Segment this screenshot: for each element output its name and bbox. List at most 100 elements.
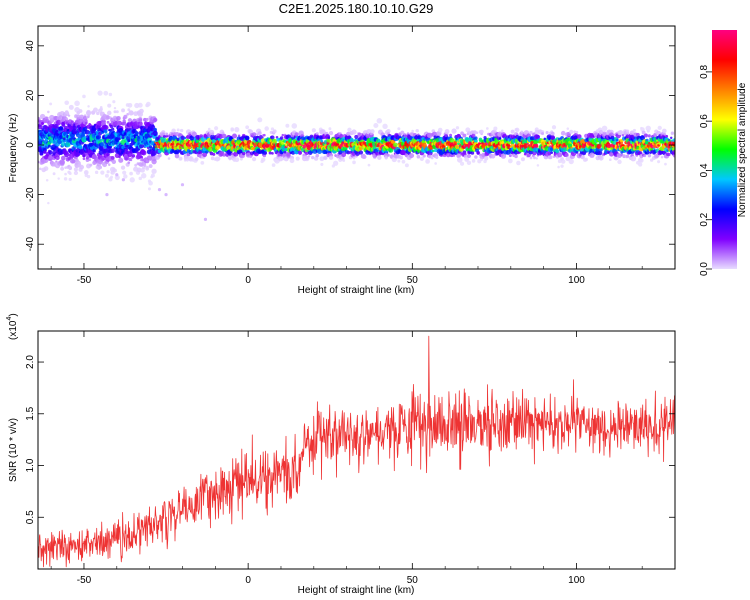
- heatmap-cell: [64, 110, 69, 114]
- heatmap-cell: [125, 141, 130, 146]
- heatmap-cell: [548, 155, 553, 160]
- heatmap-cell: [262, 153, 267, 158]
- heatmap-cell: [251, 132, 257, 137]
- heatmap-cell: [63, 137, 66, 141]
- heatmap-cell: [148, 180, 153, 186]
- heatmap-cell: [145, 166, 150, 171]
- heatmap-cell: [551, 125, 557, 130]
- snr-multiplier-base: (x10: [8, 320, 19, 340]
- heatmap-cell: [43, 158, 49, 163]
- snr-series-line: [37, 335, 676, 568]
- heatmap-cell: [231, 133, 238, 139]
- heatmap-cell: [141, 173, 147, 179]
- heatmap-cell: [354, 134, 359, 139]
- heatmap-cell: [580, 155, 585, 160]
- heatmap-cell: [397, 159, 401, 163]
- heatmap-cell: [435, 155, 439, 159]
- heatmap-outlier: [105, 193, 109, 197]
- heatmap-cell: [411, 129, 414, 133]
- heatmap-cell: [515, 127, 520, 133]
- heatmap-cell: [543, 137, 547, 141]
- heatmap-cell: [109, 124, 114, 129]
- heatmap-cell: [630, 155, 637, 162]
- colorbar-gradient: [712, 30, 737, 269]
- heatmap-cell: [342, 159, 346, 162]
- heatmap-cell: [474, 136, 478, 140]
- heatmap-cell: [179, 128, 184, 133]
- heatmap-cell: [667, 138, 671, 142]
- heatmap-cell: [533, 143, 538, 148]
- heatmap-cell: [315, 132, 319, 136]
- snr-ticks: -50 0 50 100 0.5 1.0 1.5 2.0: [25, 331, 676, 586]
- heatmap-cell: [521, 157, 525, 162]
- heatmap-cell: [150, 173, 155, 178]
- heatmap-cell: [653, 133, 658, 137]
- heatmap-cell: [60, 166, 65, 171]
- heatmap-cell: [455, 126, 460, 130]
- heatmap-cell: [73, 167, 79, 172]
- heatmap-cell: [141, 158, 145, 162]
- heatmap-outlier: [98, 165, 102, 169]
- heatmap-cell: [123, 174, 128, 179]
- heatmap-cell: [56, 156, 60, 160]
- heatmap-cell: [444, 134, 448, 138]
- heatmap-cell: [647, 134, 651, 137]
- spectrogram-frame: [37, 25, 676, 270]
- heatmap-cell: [346, 150, 351, 155]
- heatmap-cell: [145, 117, 149, 121]
- heatmap-cell: [107, 110, 112, 116]
- heatmap-cell: [625, 154, 630, 159]
- heatmap-cell: [157, 153, 162, 158]
- heatmap-cell: [311, 156, 315, 160]
- x-tick-label: 0: [245, 575, 251, 586]
- heatmap-cell: [60, 155, 66, 161]
- heatmap-cell: [669, 136, 673, 140]
- heatmap-cell: [510, 129, 515, 134]
- heatmap-cell: [272, 138, 278, 144]
- heatmap-cell: [370, 129, 375, 134]
- heatmap-cell: [240, 157, 243, 161]
- spectrogram-panel: -50 0 50 100 -40 -20 0 20 40 Height of straight …: [8, 25, 676, 296]
- heatmap-cell: [639, 158, 644, 163]
- heatmap-cell: [68, 177, 72, 181]
- y-tick-label: 2.0: [25, 355, 36, 369]
- x-tick-label: 0: [245, 275, 251, 286]
- colorbar-tick-label: 0.8: [699, 64, 710, 78]
- heatmap-cell: [430, 156, 434, 160]
- heatmap-cell: [434, 162, 437, 165]
- heatmap-cell: [657, 125, 662, 131]
- heatmap-cell: [386, 128, 391, 134]
- heatmap-cell: [106, 170, 110, 174]
- heatmap-cell: [105, 173, 109, 178]
- heatmap-cell: [146, 146, 150, 150]
- heatmap-cell: [456, 153, 461, 159]
- heatmap-cell: [315, 153, 320, 158]
- heatmap-cell: [92, 149, 96, 153]
- heatmap-cell: [672, 141, 675, 147]
- heatmap-cell: [483, 159, 487, 164]
- heatmap-cell: [376, 118, 383, 124]
- heatmap-cell: [107, 103, 112, 108]
- heatmap-cell: [672, 150, 675, 155]
- heatmap-cell: [565, 156, 571, 162]
- heatmap-cell: [464, 157, 470, 162]
- y-tick-label: -20: [25, 187, 36, 202]
- heatmap-cell: [257, 131, 262, 135]
- heatmap-cell: [55, 160, 58, 163]
- heatmap-cell: [162, 135, 166, 139]
- heatmap-cell: [169, 136, 174, 141]
- heatmap-cell: [82, 157, 86, 161]
- heatmap-cell: [123, 114, 128, 119]
- x-tick-label: 100: [568, 575, 585, 586]
- heatmap-cell: [672, 153, 675, 158]
- heatmap-cell: [113, 110, 117, 114]
- heatmap-cell: [112, 100, 116, 104]
- heatmap-cell: [291, 123, 298, 129]
- heatmap-cell: [100, 170, 105, 175]
- heatmap-cell: [449, 133, 453, 137]
- snr-frame: [37, 330, 676, 570]
- heatmap-cell: [52, 172, 56, 176]
- heatmap-cell: [569, 129, 574, 135]
- heatmap-cell: [535, 134, 541, 140]
- spectrogram-ticks: -50 0 50 100 -40 -20 0 20 40: [25, 26, 676, 286]
